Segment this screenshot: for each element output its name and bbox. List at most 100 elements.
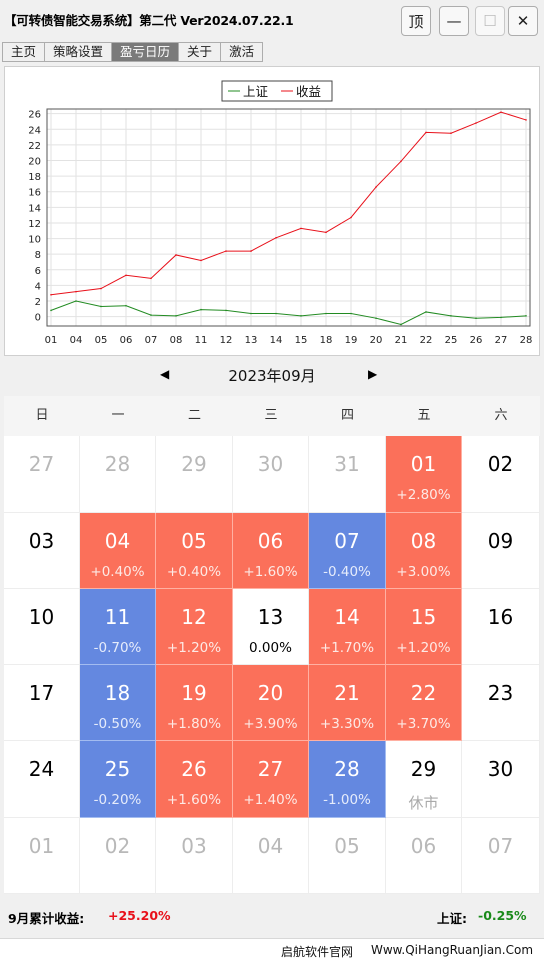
calendar-day-cell[interactable]: 02 <box>80 818 156 894</box>
day-number: 06 <box>257 529 284 553</box>
calendar-day-cell[interactable]: 29 <box>156 436 233 513</box>
calendar-day-cell[interactable]: 27 <box>4 436 80 513</box>
calendar-day-cell[interactable]: 23 <box>462 665 540 741</box>
series-point <box>475 122 477 124</box>
calendar-day-cell[interactable]: 28 <box>80 436 156 513</box>
x-tick-label: 25 <box>445 335 458 346</box>
x-tick-label: 27 <box>495 335 508 346</box>
day-number: 12 <box>181 605 207 629</box>
day-number: 15 <box>410 605 437 629</box>
calendar-day-cell[interactable]: 07 -0.40% <box>309 513 386 589</box>
calendar-day-cell[interactable]: 31 <box>309 436 386 513</box>
calendar-day-cell[interactable]: 13 0.00% <box>233 589 309 665</box>
series-line-0 <box>50 300 527 325</box>
next-month-icon[interactable]: ▶ <box>368 367 378 381</box>
x-tick-label: 20 <box>370 335 383 346</box>
calendar-day-cell[interactable]: 09 <box>462 513 540 589</box>
site-name-link[interactable]: 启航软件官网 <box>281 945 354 959</box>
calendar-day-cell[interactable]: 25 -0.20% <box>80 741 156 818</box>
calendar-day-cell[interactable]: 19 +1.80% <box>156 665 233 741</box>
calendar-day-cell[interactable]: 22 +3.70% <box>386 665 462 741</box>
calendar-day-cell[interactable]: 08 +3.00% <box>386 513 462 589</box>
calendar-day-cell[interactable]: 04 <box>233 818 309 894</box>
calendar-day-cell[interactable]: 14 +1.70% <box>309 589 386 665</box>
close-button[interactable]: ✕ <box>508 6 538 36</box>
series-point <box>125 274 127 277</box>
prev-month-icon[interactable]: ◀ <box>160 367 170 381</box>
calendar-day-cell[interactable]: 01 +2.80% <box>386 436 462 513</box>
series-point <box>475 317 477 319</box>
tab-about[interactable]: 关于 <box>178 42 221 62</box>
day-number: 26 <box>181 757 207 781</box>
series-point <box>325 231 327 234</box>
main-tabs: 主页 策略设置 盈亏日历 关于 激活 <box>2 42 264 62</box>
calendar-day-cell[interactable]: 24 <box>4 741 80 818</box>
market-closed-label: 休市 <box>408 794 439 812</box>
calendar-day-cell[interactable]: 29 休市 <box>386 741 462 818</box>
calendar-day-cell[interactable]: 20 +3.90% <box>233 665 309 741</box>
calendar-day-cell[interactable]: 30 <box>233 436 309 513</box>
calendar-day-cell[interactable]: 26 +1.60% <box>156 741 233 818</box>
weekday-header: 日一二三四五六 <box>4 396 540 436</box>
day-number: 10 <box>28 605 55 629</box>
legend-box <box>221 80 333 102</box>
daily-return: +1.80% <box>166 716 222 732</box>
calendar-day-cell[interactable]: 27 +1.40% <box>233 741 309 818</box>
day-number: 31 <box>334 452 360 476</box>
day-number: 04 <box>257 834 284 858</box>
day-number: 01 <box>410 452 437 476</box>
day-number: 08 <box>410 529 437 553</box>
series-point <box>200 259 202 262</box>
day-number: 01 <box>28 834 55 858</box>
calendar-day-cell[interactable]: 30 <box>462 741 540 818</box>
minimize-button[interactable]: — <box>439 6 469 36</box>
day-number: 28 <box>334 757 360 781</box>
calendar-day-cell[interactable]: 17 <box>4 665 80 741</box>
day-number: 29 <box>181 452 207 476</box>
maximize-button[interactable]: ☐ <box>475 6 505 36</box>
calendar-day-cell[interactable]: 05 +0.40% <box>156 513 233 589</box>
day-number: 30 <box>257 452 284 476</box>
calendar-day-cell[interactable]: 12 +1.20% <box>156 589 233 665</box>
weekday-label: 日 <box>35 408 49 423</box>
tab-strategy-settings[interactable]: 策略设置 <box>44 42 112 62</box>
x-tick-label: 26 <box>470 335 483 346</box>
calendar-day-cell[interactable]: 05 <box>309 818 386 894</box>
daily-return: -0.20% <box>93 792 142 808</box>
calendar-day-cell[interactable]: 15 +1.20% <box>386 589 462 665</box>
calendar-day-cell[interactable]: 01 <box>4 818 80 894</box>
calendar-day-cell[interactable]: 04 +0.40% <box>80 513 156 589</box>
weekday-label: 六 <box>494 408 508 423</box>
calendar-day-cell[interactable]: 06 +1.60% <box>233 513 309 589</box>
calendar-day-cell[interactable]: 21 +3.30% <box>309 665 386 741</box>
calendar-day-cell[interactable]: 18 -0.50% <box>80 665 156 741</box>
series-point <box>375 186 377 188</box>
tab-pnl-calendar[interactable]: 盈亏日历 <box>111 42 179 62</box>
calendar-day-cell[interactable]: 06 <box>386 818 462 894</box>
calendar-day-cell[interactable]: 02 <box>462 436 540 513</box>
calendar-day-cell[interactable]: 16 <box>462 589 540 665</box>
x-tick-label: 05 <box>95 335 108 346</box>
daily-return: +3.90% <box>243 716 298 732</box>
tab-home[interactable]: 主页 <box>2 42 45 62</box>
tab-activate[interactable]: 激活 <box>220 42 264 62</box>
calendar-day-cell[interactable]: 28 -1.00% <box>309 741 386 818</box>
calendar-day-cell[interactable]: 03 <box>4 513 80 589</box>
x-tick-label: 18 <box>320 335 333 346</box>
calendar-day-cell[interactable]: 10 <box>4 589 80 665</box>
calendar-day-cell[interactable]: 07 <box>462 818 540 894</box>
calendar-day-cell[interactable]: 03 <box>156 818 233 894</box>
daily-return: -1.00% <box>323 792 371 808</box>
calendar-day-cell[interactable]: 11 -0.70% <box>80 589 156 665</box>
weekday-label: 五 <box>417 408 431 423</box>
site-url-link[interactable]: Www.QiHangRuanJian.Com <box>371 943 534 957</box>
day-number: 11 <box>104 605 131 629</box>
y-tick-label: 10 <box>28 235 41 246</box>
daily-return: +1.20% <box>166 640 222 656</box>
y-tick-label: 4 <box>35 281 41 292</box>
pin-top-button[interactable]: 顶 <box>401 6 431 36</box>
series-point <box>100 305 102 308</box>
series-point <box>400 160 402 163</box>
day-number: 27 <box>257 757 284 781</box>
